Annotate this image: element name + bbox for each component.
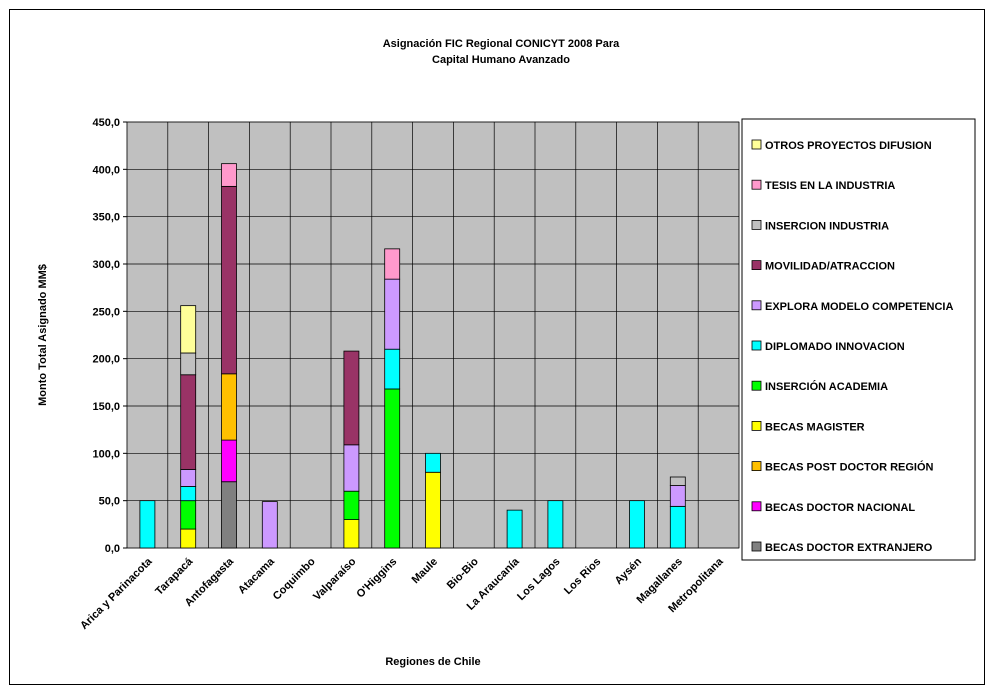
- legend-swatch: [751, 260, 762, 271]
- y-tick-label: 0,0: [105, 543, 120, 555]
- x-tick-label: Valparaíso: [311, 555, 359, 603]
- x-tick-label: Aysén: [613, 555, 645, 587]
- x-tick-label: Los Lagos: [515, 556, 562, 603]
- bar-segment: [384, 348, 401, 390]
- bar-segment: [221, 185, 237, 375]
- x-tick-label: Tarapacá: [153, 555, 196, 598]
- legend-swatch: [751, 501, 762, 512]
- bar-segment: [180, 352, 197, 376]
- legend-swatch: [751, 179, 762, 190]
- bar-segment: [221, 373, 237, 441]
- bar-segment: [547, 500, 564, 549]
- x-tick-label: Bio-Bio: [445, 555, 481, 591]
- legend-label: TESIS EN LA INDUSTRIA: [765, 180, 895, 192]
- x-tick-label: Arica y Parinacota: [78, 555, 155, 632]
- bar-segment: [343, 519, 360, 549]
- bar-segment: [221, 481, 237, 549]
- bar-segment: [629, 500, 645, 549]
- bar-segment: [221, 439, 237, 483]
- legend-label: BECAS POST DOCTOR REGIÓN: [765, 461, 934, 474]
- legend: OTROS PROYECTOS DIFUSION TESIS EN LA INDU…: [751, 139, 953, 554]
- x-tick-label: O'Higgins: [354, 556, 399, 601]
- x-axis-label: Regiones de Chile: [385, 656, 480, 668]
- y-axis-label: Monto Total Asignado MM$: [37, 264, 49, 406]
- y-tick-label: 150,0: [92, 401, 120, 413]
- legend-swatch: [751, 219, 762, 230]
- legend-swatch: [751, 300, 762, 311]
- y-tick-label: 300,0: [92, 259, 120, 271]
- x-tick-label: Atacama: [236, 555, 278, 597]
- legend-swatch: [751, 340, 762, 351]
- legend-label: MOVILIDAD/ATRACCION: [765, 261, 895, 273]
- legend-label: INSERCION INDUSTRIA: [765, 220, 889, 232]
- chart-frame: Asignación FIC Regional CONICYT 2008 Par…: [9, 9, 985, 685]
- bar-segment: [180, 486, 197, 502]
- legend-label: BECAS DOCTOR NACIONAL: [765, 502, 915, 514]
- bar-segment: [180, 469, 197, 487]
- legend-swatch: [751, 461, 762, 472]
- legend-swatch: [751, 139, 762, 150]
- bar-segment: [261, 501, 278, 549]
- bars: [139, 163, 686, 549]
- y-tick-label: 200,0: [92, 354, 120, 366]
- bar-segment: [669, 485, 686, 507]
- legend-label: INSERCIÓN ACADEMIA: [765, 380, 888, 393]
- legend-label: EXPLORA MODELO COMPETENCIA: [765, 301, 953, 313]
- y-tick-label: 50,0: [99, 496, 120, 508]
- bar-segment: [180, 374, 197, 470]
- legend-swatch: [751, 420, 762, 431]
- chart-title-line-1: Asignación FIC Regional CONICYT 2008 Par…: [383, 38, 620, 50]
- y-axis-ticks: 0,0 50,0 100,0 150,0 200,0 250,0 300,0 350,0 400…: [92, 117, 127, 555]
- legend-label: BECAS MAGISTER: [765, 421, 865, 433]
- bar-segment: [139, 500, 156, 549]
- bar-segment: [425, 452, 441, 473]
- x-tick-label: Maule: [410, 556, 441, 587]
- legend-swatch: [751, 380, 762, 391]
- bar-segment: [180, 528, 197, 549]
- bar-segment: [343, 350, 360, 446]
- bar-segment: [180, 500, 197, 530]
- bar-segment: [384, 278, 401, 350]
- bar-segment: [384, 388, 401, 549]
- chart-title-line-2: Capital Humano Avanzado: [432, 54, 570, 66]
- legend-label: BECAS DOCTOR EXTRANJERO: [765, 542, 933, 554]
- bar-segment: [506, 509, 523, 549]
- bar-segment: [669, 505, 686, 549]
- bar-segment: [669, 476, 686, 486]
- y-tick-label: 100,0: [92, 448, 120, 460]
- legend-swatch: [751, 541, 762, 552]
- chart: Asignación FIC Regional CONICYT 2008 Par…: [37, 38, 976, 668]
- bar-segment: [343, 490, 360, 521]
- y-tick-label: 350,0: [92, 212, 120, 224]
- bar-segment: [180, 305, 197, 354]
- legend-box: [741, 118, 976, 561]
- bar-segment: [221, 163, 237, 187]
- y-tick-label: 400,0: [92, 164, 120, 176]
- legend-label: OTROS PROYECTOS DIFUSION: [765, 140, 932, 152]
- y-tick-label: 250,0: [92, 306, 120, 318]
- y-tick-label: 450,0: [92, 117, 120, 129]
- bar-segment: [425, 471, 441, 549]
- x-tick-label: Los Rios: [562, 556, 603, 597]
- bar-segment: [384, 248, 401, 280]
- legend-label: DIPLOMADO INNOVACION: [765, 341, 905, 353]
- bar-segment: [343, 444, 360, 492]
